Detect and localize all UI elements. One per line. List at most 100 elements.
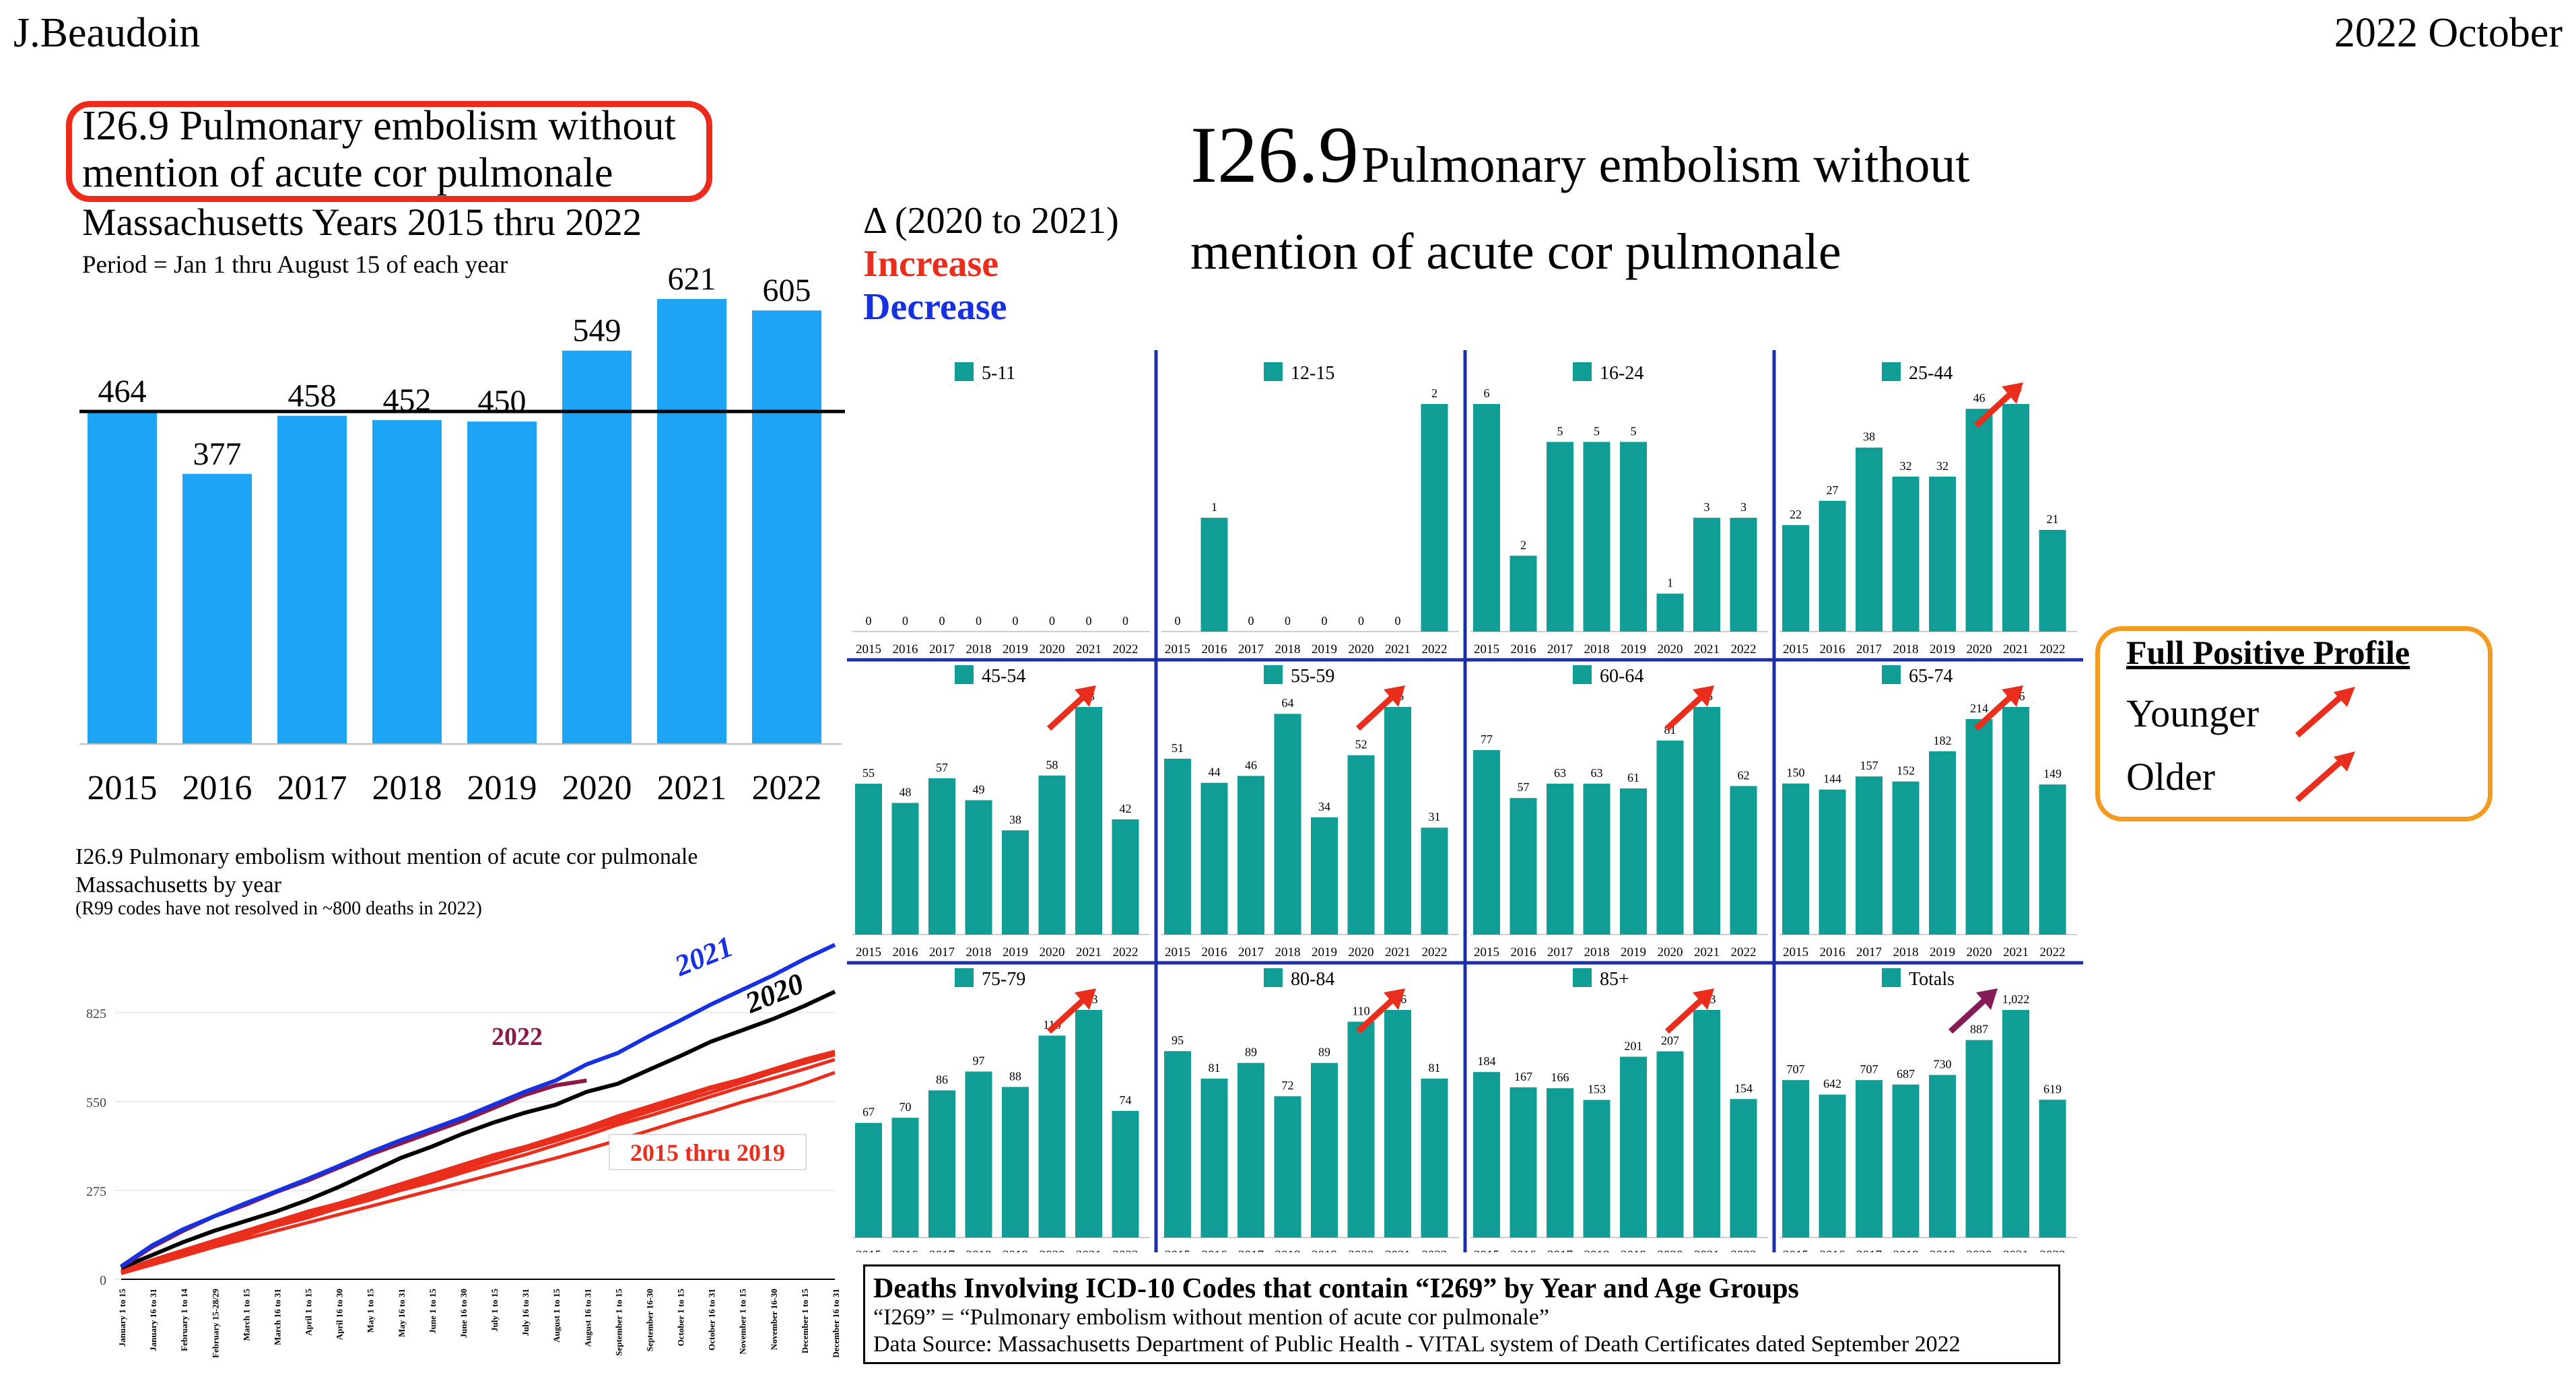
panel-x-label-60-64-2018: 2018 [1584,945,1610,959]
panel-value-12-15-2016: 1 [1211,500,1217,514]
panel-bar-65-74-2021 [2002,707,2029,935]
panel-bar-Totals-2016 [1819,1094,1846,1238]
panel-bar-65-74-2020 [1965,718,1993,935]
panel-x-label-85+-2018: 2018 [1584,1248,1610,1252]
main-bar-value-2017: 458 [288,378,337,414]
panel-bar-80-84-2022 [1421,1078,1448,1238]
panel-x-label-Totals-2015: 2015 [1783,1248,1808,1252]
line-x-label-7: April 16 to 30 [335,1289,345,1340]
panel-bar-45-54-2020 [1038,775,1066,935]
panel-x-label-80-84-2016: 2016 [1202,1248,1227,1252]
line-y-tick-275: 275 [86,1184,106,1199]
panel-bar-85+-2019 [1620,1056,1647,1238]
panel-value-45-54-2022: 42 [1120,802,1132,815]
panel-bar-80-84-2021 [1384,1010,1411,1238]
panel-value-16-24-2020: 1 [1667,576,1673,590]
panel-value-65-74-2018: 152 [1897,764,1915,778]
line-x-label-6: April 1 to 15 [304,1289,314,1336]
line-x-label-1: January 16 to 31 [148,1289,158,1351]
panel-legend-label-45-54: 45-54 [982,666,1025,687]
panel-x-label-55-59-2021: 2021 [1385,945,1411,959]
panel-legend-label-25-44: 25-44 [1909,363,1953,384]
line-x-label-18: October 1 to 15 [676,1289,686,1347]
panel-value-85+-2020: 207 [1661,1034,1679,1047]
main-bar-2018 [372,419,442,744]
line-y-tick-825: 825 [86,1007,106,1021]
panel-value-25-44-2015: 22 [1790,508,1802,521]
panel-bar-60-64-2018 [1583,783,1611,935]
line-x-label-14: August 1 to 15 [551,1289,562,1343]
panel-x-label-85+-2020: 2020 [1658,1248,1683,1252]
panel-value-45-54-2020: 58 [1046,758,1058,772]
footer-source: Data Source: Massachusetts Department of… [873,1332,1961,1357]
panel-x-label-16-24-2015: 2015 [1474,642,1499,656]
panel-value-12-15-2022: 2 [1431,386,1437,400]
panel-bar-25-44-2017 [1856,447,1883,632]
panel-value-Totals-2021: 1,022 [2002,992,2030,1006]
panel-75-79: 75-7967201570201686201797201888201911820… [852,968,1150,1252]
line-y-tick-0: 0 [100,1273,106,1288]
panel-x-label-65-74-2015: 2015 [1783,945,1808,959]
panel-x-label-25-44-2020: 2020 [1967,642,1992,656]
panel-bar-60-64-2021 [1693,707,1720,935]
panel-x-label-12-15-2016: 2016 [1202,642,1227,656]
panel-x-label-75-79-2017: 2017 [929,1248,955,1252]
panel-x-label-65-74-2018: 2018 [1893,945,1919,959]
panel-Totals: Totals 707 2015 642 2016 707 2017 687 2018 730 201… [1780,968,2077,1252]
panel-legend-label-85+: 85+ [1600,969,1629,990]
delta-legend: Δ (2020 to 2021) Increase Decrease [863,199,1119,329]
panel-x-label-85+-2022: 2022 [1731,1248,1757,1252]
line-x-label-21: November 16-30 [769,1289,779,1350]
panel-value-25-44-2017: 38 [1863,430,1875,444]
panel-bar-12-15-2022 [1421,404,1448,632]
panel-x-label-45-54-2022: 2022 [1113,945,1139,959]
line-chart-note: (R99 codes have not resolved in ~800 dea… [75,898,482,919]
panel-x-label-80-84-2022: 2022 [1422,1248,1448,1252]
panel-value-60-64-2017: 63 [1554,766,1566,780]
panel-value-Totals-2022: 619 [2043,1082,2062,1095]
panel-legend-swatch-80-84 [1264,968,1283,987]
panel-x-label-80-84-2017: 2017 [1238,1248,1264,1252]
panel-x-label-5-11-2015: 2015 [856,642,881,656]
line-x-label-19: October 16 to 31 [707,1289,717,1351]
line-x-label-22: December 1 to 15 [800,1289,810,1354]
footer-title: Deaths Involving ICD-10 Codes that conta… [873,1273,1799,1304]
main-bar-chart: 4642015377201645820174522018450201954920… [79,261,845,807]
line-title-line2: Massachusetts by year [75,873,281,898]
panel-x-label-5-11-2020: 2020 [1040,642,1065,656]
panel-legend-swatch-45-54 [955,665,974,684]
panel-legend-label-12-15: 12-15 [1291,363,1334,384]
panel-legend-swatch-25-44 [1882,362,1901,381]
panel-bar-Totals-2017 [1856,1080,1883,1238]
panel-value-55-59-2016: 44 [1209,766,1221,779]
panel-bar-45-54-2017 [928,778,955,935]
line-annotation-box [609,1134,807,1170]
increase-arrow-icon-85+ [1664,988,1714,1034]
page-title-code: I26.9 [1190,110,1359,199]
line-x-label-11: June 16 to 30 [459,1289,469,1338]
panel-x-label-12-15-2022: 2022 [1422,642,1448,656]
panel-value-65-74-2017: 157 [1860,759,1878,772]
panel-x-label-85+-2021: 2021 [1694,1248,1720,1252]
panel-bar-55-59-2018 [1274,714,1301,935]
panel-x-label-65-74-2022: 2022 [2040,945,2066,959]
panel-bar-55-59-2017 [1238,776,1264,935]
panel-bar-65-74-2019 [1929,751,1956,935]
younger-arrow-icon [2295,687,2355,738]
panel-value-80-84-2017: 89 [1245,1046,1257,1059]
profile-older: Older [2126,755,2216,799]
panel-x-label-25-44-2015: 2015 [1783,642,1808,656]
panel-x-label-65-74-2017: 2017 [1856,945,1882,959]
panel-value-Totals-2020: 887 [1970,1023,1988,1036]
panel-value-55-59-2019: 34 [1318,800,1330,813]
panel-value-25-44-2016: 27 [1827,483,1839,497]
age-group-panels: 5-11020150201602017020180201902020020210… [847,350,2083,1252]
main-chart-subtitle: Massachusetts Years 2015 thru 2022 [82,201,642,244]
panel-bar-65-74-2018 [1892,781,1920,935]
main-chart-period: Period = Jan 1 thru August 15 of each ye… [82,251,508,279]
panel-x-label-80-84-2021: 2021 [1385,1248,1411,1252]
main-bar-value-2020: 549 [573,313,621,349]
panel-bar-75-79-2017 [928,1090,955,1238]
main-bar-2017 [277,415,347,744]
profile-box [2095,626,2493,821]
